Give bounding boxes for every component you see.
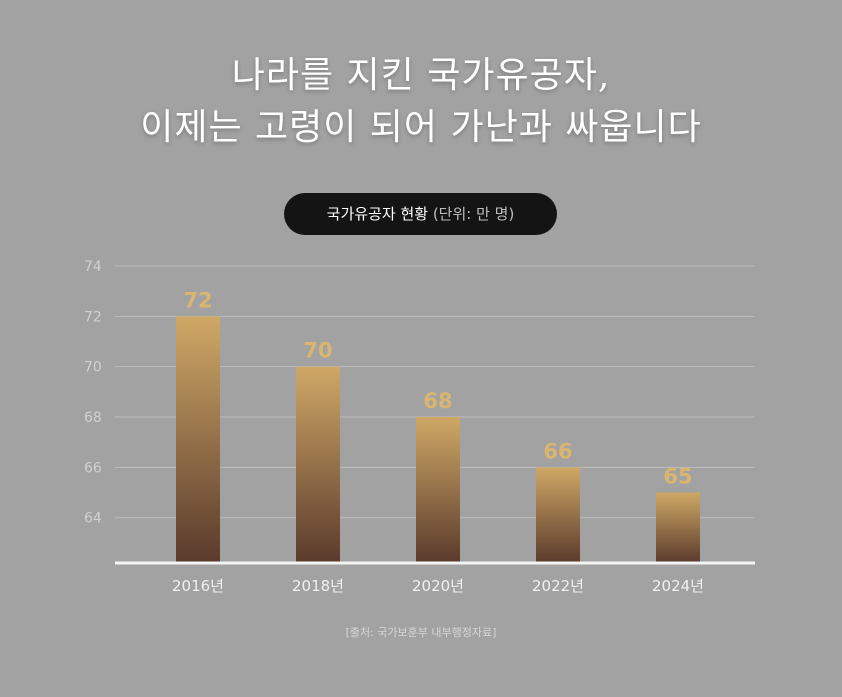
bar-value-label: 65 (663, 465, 692, 489)
bar (176, 316, 220, 563)
bar-value-label: 70 (303, 339, 332, 363)
x-tick-label: 2022년 (532, 577, 584, 595)
x-tick-label: 2018년 (292, 577, 344, 595)
y-tick-label: 66 (84, 460, 102, 476)
source-note: [출처: 국가보훈부 내부행정자료] (345, 626, 497, 639)
y-tick-label: 70 (84, 360, 102, 376)
bar (416, 417, 460, 563)
headline-line-2: 이제는 고령이 되어 가난과 싸웁니다 (140, 107, 702, 148)
chart-unit: (단위: 만 명) (432, 205, 515, 223)
y-tick-label: 64 (84, 511, 102, 527)
bars (176, 316, 700, 563)
x-tick-label: 2024년 (652, 577, 704, 595)
chart-title-pill: 국가유공자 현황 (단위: 만 명) (284, 193, 557, 235)
x-tick-label: 2020년 (412, 577, 464, 595)
y-tick-label: 74 (84, 259, 102, 275)
x-tick-label: 2016년 (172, 577, 224, 595)
bar (296, 366, 340, 563)
chart-title: 국가유공자 현황 (326, 205, 429, 223)
bar-value-label: 68 (423, 389, 452, 413)
bar (656, 492, 700, 563)
y-tick-label: 72 (84, 309, 102, 325)
y-axis-labels: 64 66 68 70 72 74 (84, 259, 102, 527)
headline: 나라를 지킨 국가유공자, 이제는 고령이 되어 가난과 싸웁니다 (0, 50, 842, 154)
bar-value-label: 72 (183, 288, 212, 312)
value-labels: 72 70 68 66 65 (183, 288, 692, 488)
bar-value-label: 66 (543, 439, 572, 463)
bar (536, 467, 580, 563)
headline-line-1: 나라를 지킨 국가유공자, (231, 55, 611, 96)
x-axis-labels: 2016년 2018년 2020년 2022년 2024년 (172, 577, 704, 595)
y-tick-label: 68 (84, 410, 102, 426)
